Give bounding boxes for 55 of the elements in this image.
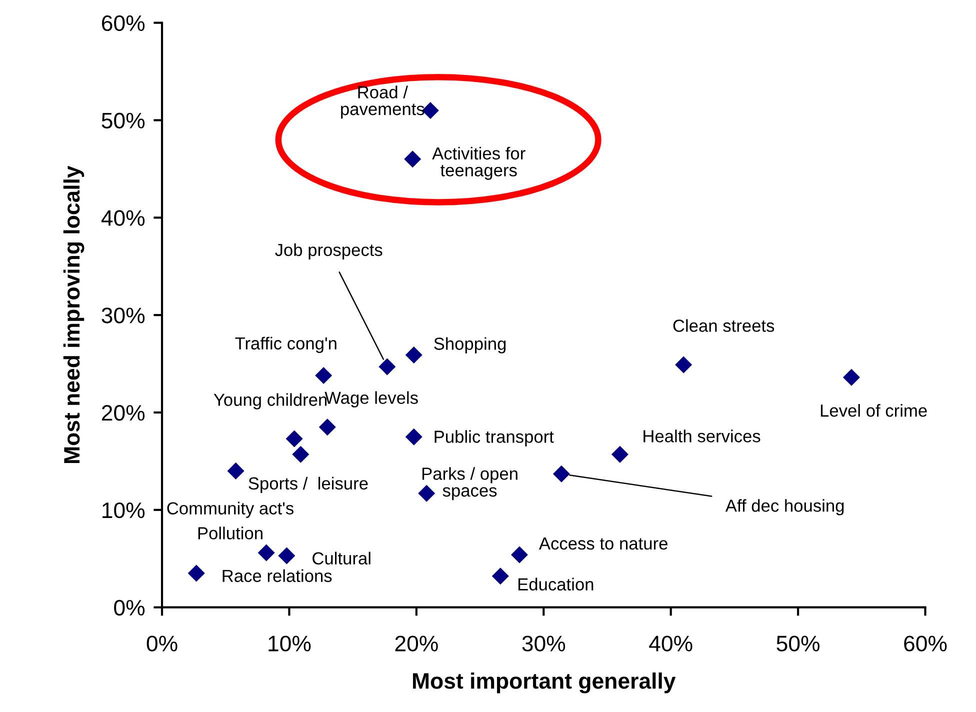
annotation: Job prospects [275,243,382,260]
y-tick-label: 0% [114,600,145,616]
annotation: Clean streets [673,319,774,332]
annotation: Parks / open spaces [422,467,518,500]
annotation: Wage levels [324,391,418,408]
point [315,366,332,384]
point [405,428,422,446]
y-tick-label: 10% [102,502,145,518]
x-tick-label: 60% [904,636,947,652]
annotation: Road / pavements [341,86,424,119]
annotation: Public transport [434,430,554,446]
annotation: Education [518,578,594,591]
point [227,462,244,480]
y-tick-label: 20% [102,405,145,421]
annotation: Traffic cong'n [235,336,336,353]
annotation: Young children [214,393,327,410]
y-tick-label: 50% [102,112,145,128]
point [404,150,422,168]
x-tick-label: 40% [649,636,692,652]
x-axis-title: Most important generally [413,672,676,694]
annotation: Cultural [312,552,370,565]
annotation: Aff dec housing [725,499,844,516]
point [188,564,205,582]
annotation: Activities for teenagers [432,146,526,180]
point [418,484,436,502]
point [258,544,275,562]
point [278,547,296,564]
x-tick-label: 30% [522,636,566,652]
y-tick-label: 40% [101,210,145,226]
annotation: Pollution [198,526,262,540]
point [492,568,509,585]
annotation: Access to nature [538,538,668,550]
point [318,418,336,436]
point [675,356,692,374]
point [552,465,570,482]
annotation: Shopping [434,337,506,354]
point [378,358,396,376]
x-tick-label: 10% [268,636,311,652]
annotation: Community act's [167,502,294,518]
x-tick-label: 20% [395,636,438,652]
point [292,446,310,463]
x-tick-label: 0% [146,636,178,652]
x-tick-label: 50% [776,636,820,652]
y-axis-title: Most need improving locally [63,166,84,463]
annotation: Race relations [222,569,332,582]
y-tick-label: 30% [102,308,145,324]
point [286,430,303,448]
y-tick-label: 60% [102,15,145,32]
annotation: Level of crime [820,404,927,417]
annotation: Sports / leisure [248,476,368,494]
point [842,368,860,386]
point [405,346,422,364]
point [510,546,528,564]
annotation: Health services [644,430,760,442]
point [611,446,628,463]
